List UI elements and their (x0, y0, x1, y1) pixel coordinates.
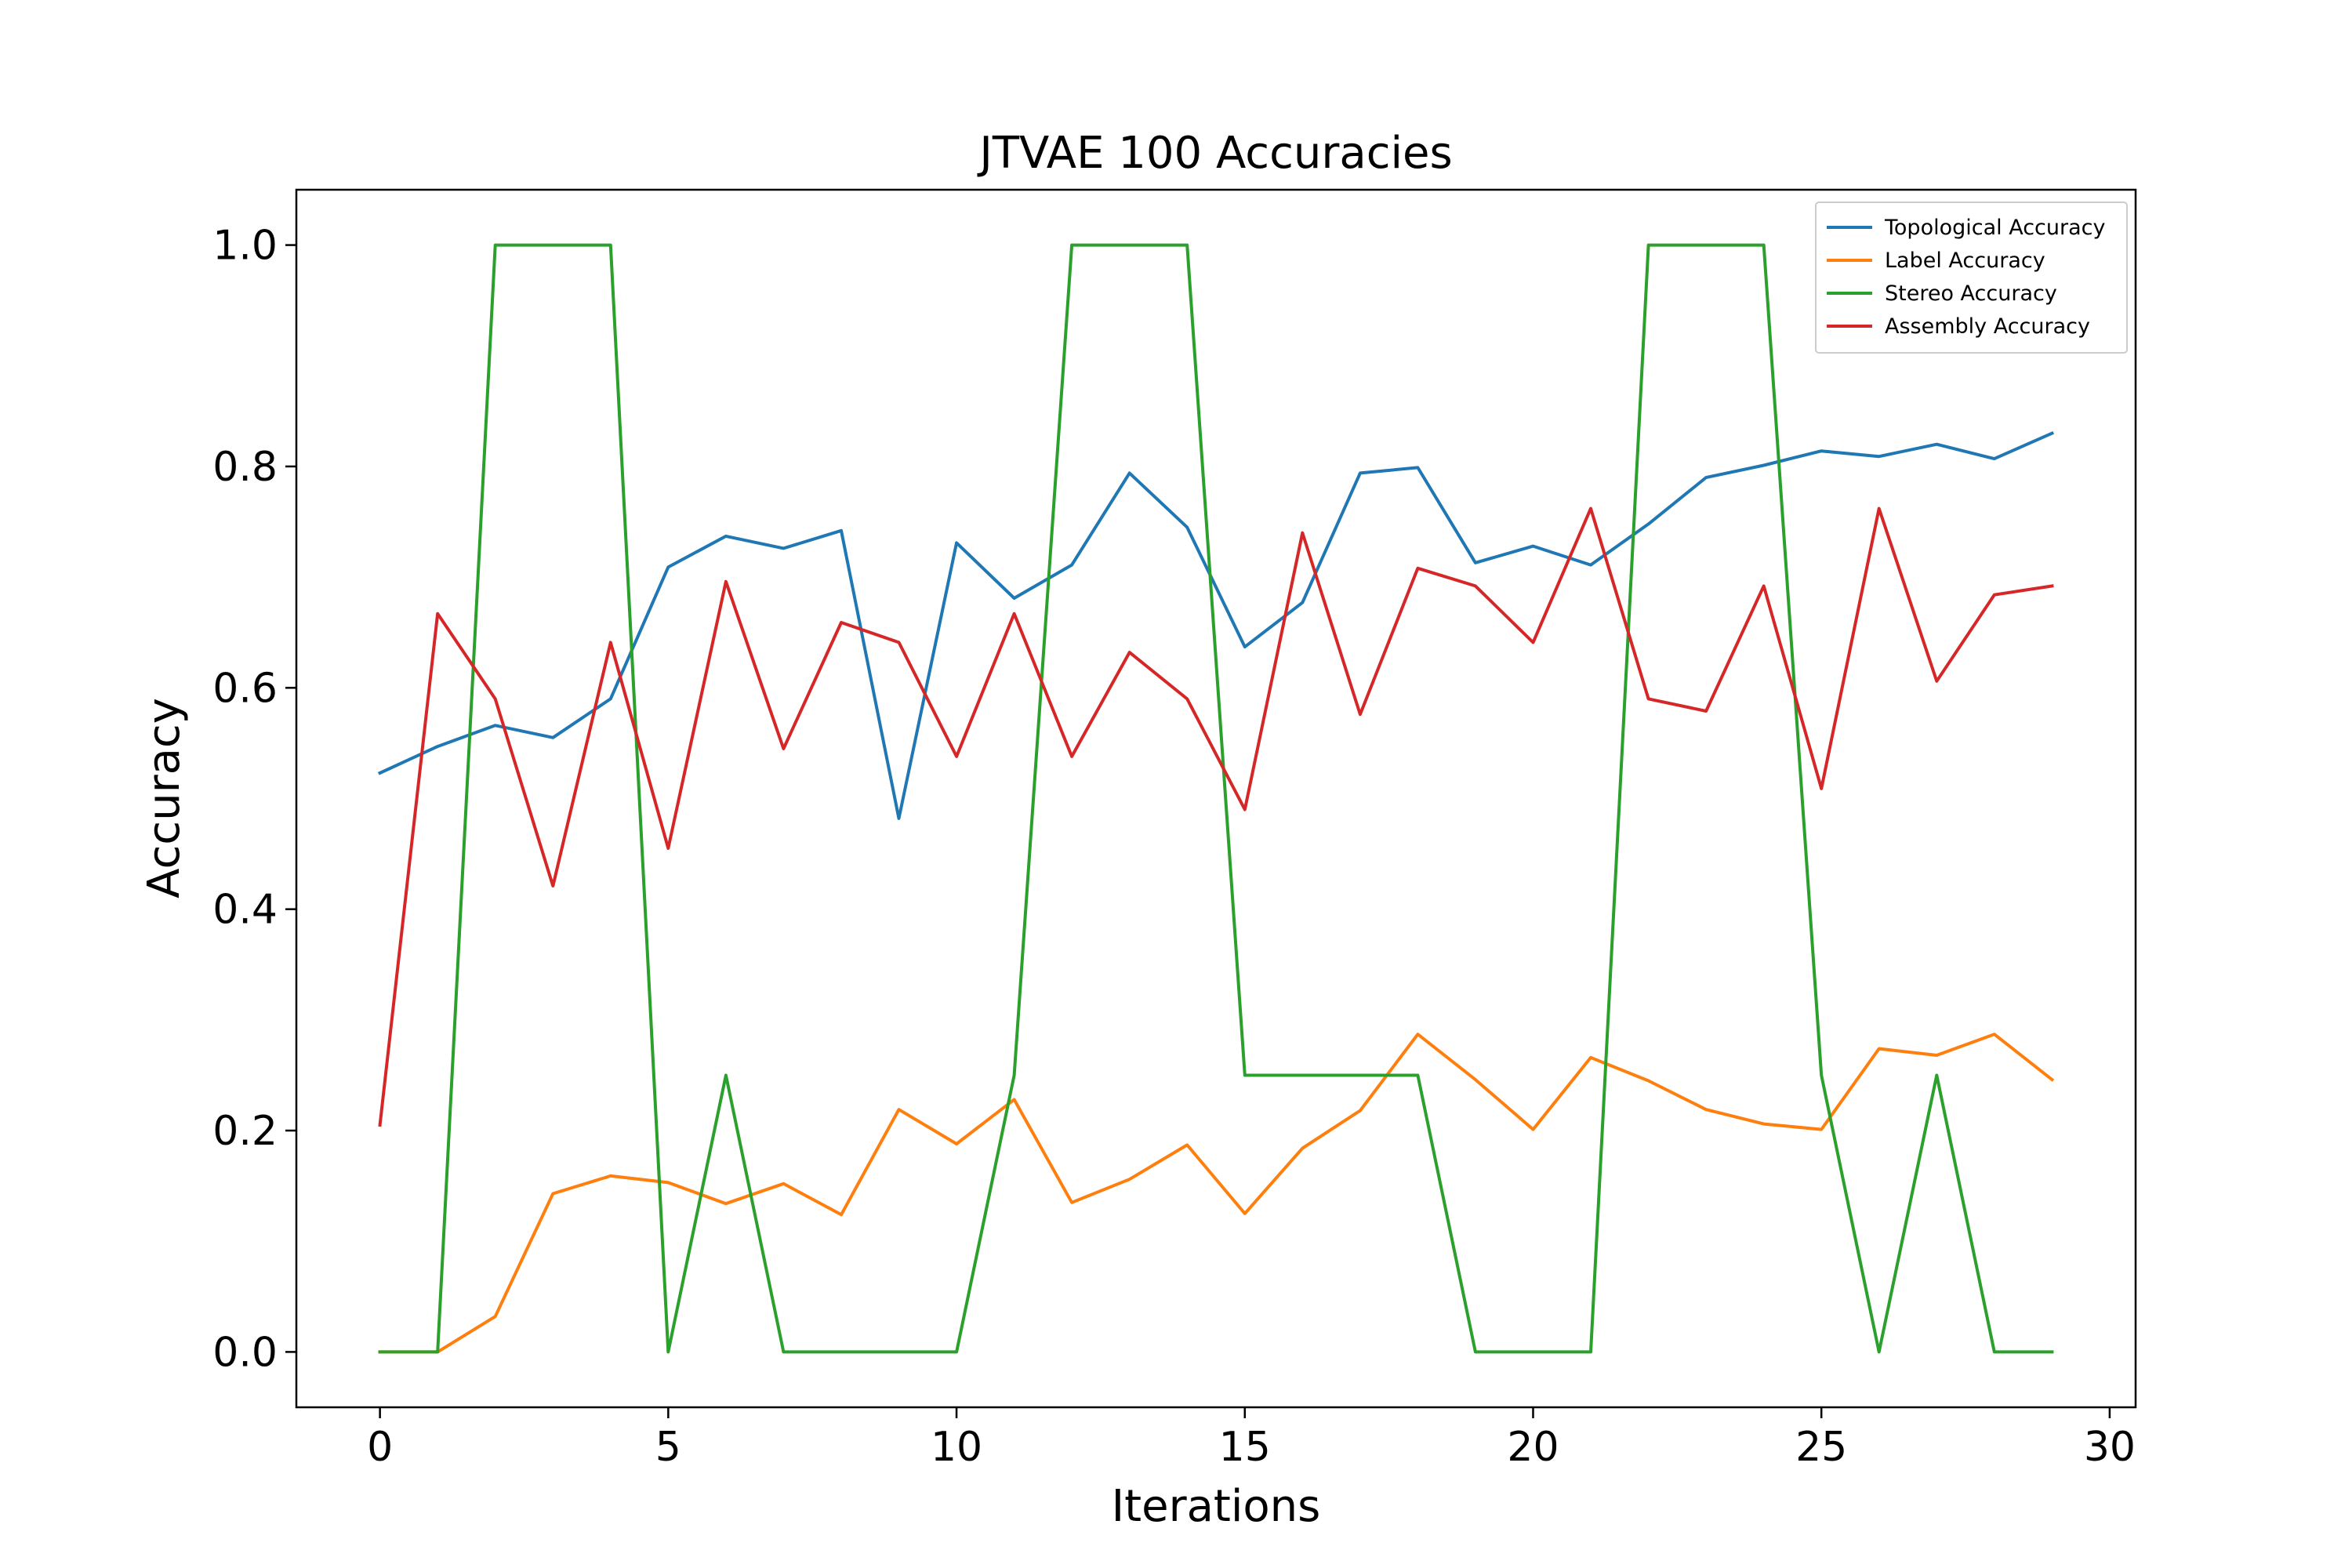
x-axis-label: Iterations (1112, 1481, 1321, 1532)
plot-frame (295, 188, 2137, 1409)
x-tick-label: 30 (2084, 1424, 2136, 1471)
x-axis-ticks: 0 5 10 15 20 25 30 (367, 1407, 2136, 1471)
series-line-3 (378, 243, 2054, 1354)
x-tick-label: 20 (1507, 1424, 1559, 1471)
y-tick-label: 0.0 (212, 1329, 278, 1376)
legend-label-3: Stereo Accuracy (1885, 281, 2057, 306)
legend: Topological Accuracy Label Accuracy Stereo… (1815, 201, 2128, 354)
x-tick-label: 10 (931, 1424, 982, 1471)
x-tick-label: 25 (1795, 1424, 1847, 1471)
legend-box (1815, 201, 2128, 354)
plot-lines (377, 243, 2055, 1354)
legend-label-2: Label Accuracy (1885, 249, 2045, 273)
series-line-4 (378, 506, 2054, 1127)
y-tick-label: 0.2 (212, 1108, 278, 1155)
x-tick-label: 0 (367, 1424, 393, 1471)
x-tick-label: 15 (1219, 1424, 1271, 1471)
y-tick-label: 1.0 (212, 223, 278, 270)
y-tick-label: 0.6 (212, 665, 278, 712)
series-line-1 (377, 430, 2055, 820)
legend-label-1: Topological Accuracy (1884, 216, 2106, 240)
x-tick-label: 5 (655, 1424, 681, 1471)
y-axis-label: Accuracy (139, 698, 190, 898)
y-tick-label: 0.4 (212, 887, 278, 934)
y-axis-ticks: 0.0 0.2 0.4 0.6 0.8 1.0 (212, 223, 296, 1376)
y-tick-label: 0.8 (212, 444, 278, 491)
chart-title: JTVAE 100 Accuracies (977, 128, 1452, 179)
legend-label-4: Assembly Accuracy (1885, 314, 2090, 339)
